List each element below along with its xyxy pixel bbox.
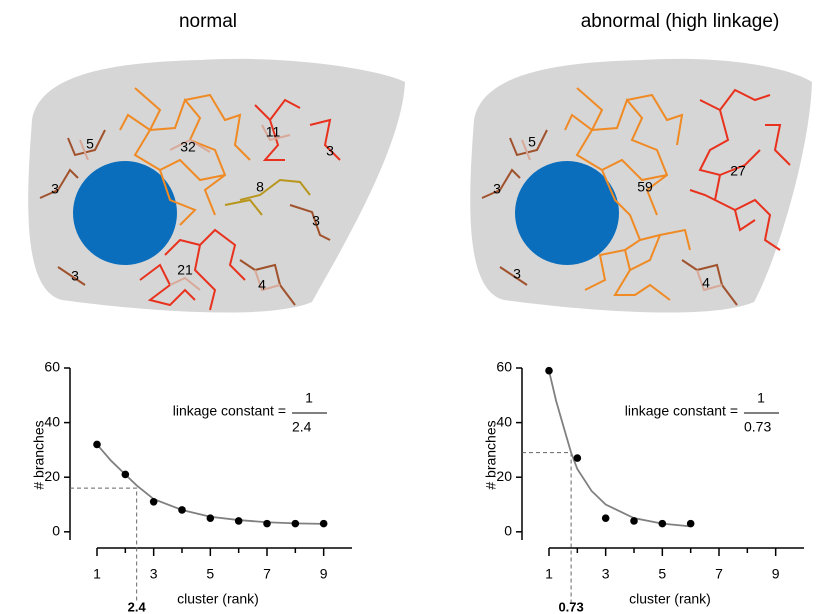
- data-point: [150, 498, 158, 506]
- chart: 0 20 40 60 1 3 5 7 9 cluster (rank) # branches 2.4 l…: [31, 359, 352, 614]
- annotation-denominator: 2.4: [292, 419, 312, 435]
- x-tick-label: 7: [263, 566, 271, 582]
- annotation-numerator: 1: [757, 390, 765, 406]
- cluster-label: 4: [258, 277, 266, 293]
- data-point: [93, 441, 101, 449]
- x-tick-label: 5: [658, 566, 666, 582]
- cluster-label: 3: [326, 143, 334, 159]
- data-point: [320, 520, 328, 528]
- x-tick-label: 9: [772, 566, 780, 582]
- data-point: [178, 506, 186, 514]
- marker-label: 2.4: [128, 599, 147, 614]
- data-point: [292, 520, 300, 528]
- cell-diagram: abnormal (high linkage) 5 3: [470, 11, 812, 313]
- x-tick-label: 1: [93, 566, 101, 582]
- annotation-text: linkage constant =: [173, 403, 286, 419]
- cluster-label: 27: [730, 163, 746, 179]
- cluster-label: 3: [493, 181, 501, 197]
- data-point: [630, 517, 638, 525]
- y-axis-label: # branches: [31, 420, 47, 489]
- annotation-denominator: 0.73: [744, 419, 771, 435]
- figure: normal 5 32: [0, 0, 825, 614]
- panel-title: normal: [179, 11, 237, 32]
- cluster-label: 3: [51, 181, 59, 197]
- cluster-label: 3: [312, 213, 320, 229]
- nucleus: [515, 161, 619, 265]
- y-tick-label: 40: [44, 413, 60, 429]
- x-tick-label: 3: [150, 566, 158, 582]
- cluster-label: 3: [71, 268, 79, 284]
- fit-curve: [97, 444, 324, 523]
- y-tick-label: 0: [52, 523, 60, 539]
- cluster-label: 4: [702, 275, 710, 291]
- cluster-label: 11: [266, 124, 281, 140]
- annotation-numerator: 1: [305, 390, 313, 406]
- y-tick-label: 60: [44, 359, 60, 375]
- cluster-label: 59: [637, 179, 653, 195]
- data-point: [122, 471, 130, 479]
- data-point: [207, 514, 215, 522]
- x-tick-label: 5: [206, 566, 214, 582]
- chart: 0 20 40 60 1 3 5 7 9 cluster (rank) # branches 0.73…: [483, 359, 804, 614]
- cluster-label: 32: [180, 139, 196, 155]
- cluster-label: 21: [177, 262, 193, 278]
- y-tick-label: 60: [496, 359, 512, 375]
- x-tick-label: 9: [320, 566, 328, 582]
- fit-curve: [549, 371, 691, 527]
- data-point: [659, 520, 667, 528]
- x-tick-label: 7: [715, 566, 723, 582]
- cluster-label: 5: [86, 136, 94, 152]
- y-tick-label: 40: [496, 413, 512, 429]
- y-tick-label: 20: [496, 468, 512, 484]
- x-axis-label: cluster (rank): [177, 591, 259, 607]
- x-tick-label: 1: [545, 566, 553, 582]
- cluster-label: 3: [513, 266, 521, 282]
- panel-title: abnormal (high linkage): [581, 11, 780, 32]
- x-axis-label: cluster (rank): [629, 591, 711, 607]
- data-point: [602, 514, 610, 522]
- cluster-label: 5: [528, 134, 536, 150]
- data-point: [235, 517, 243, 525]
- cell-diagram: normal 5 32: [28, 11, 405, 313]
- data-point: [545, 367, 553, 375]
- x-tick-label: 3: [602, 566, 610, 582]
- cluster-label: 8: [256, 179, 264, 195]
- data-point: [263, 520, 271, 528]
- y-tick-label: 0: [504, 523, 512, 539]
- marker-line: [70, 488, 137, 603]
- marker-label: 0.73: [558, 599, 583, 614]
- y-tick-label: 20: [44, 468, 60, 484]
- y-axis-label: # branches: [483, 420, 499, 489]
- annotation-text: linkage constant =: [625, 403, 738, 419]
- data-point: [687, 520, 695, 528]
- data-point: [574, 454, 582, 462]
